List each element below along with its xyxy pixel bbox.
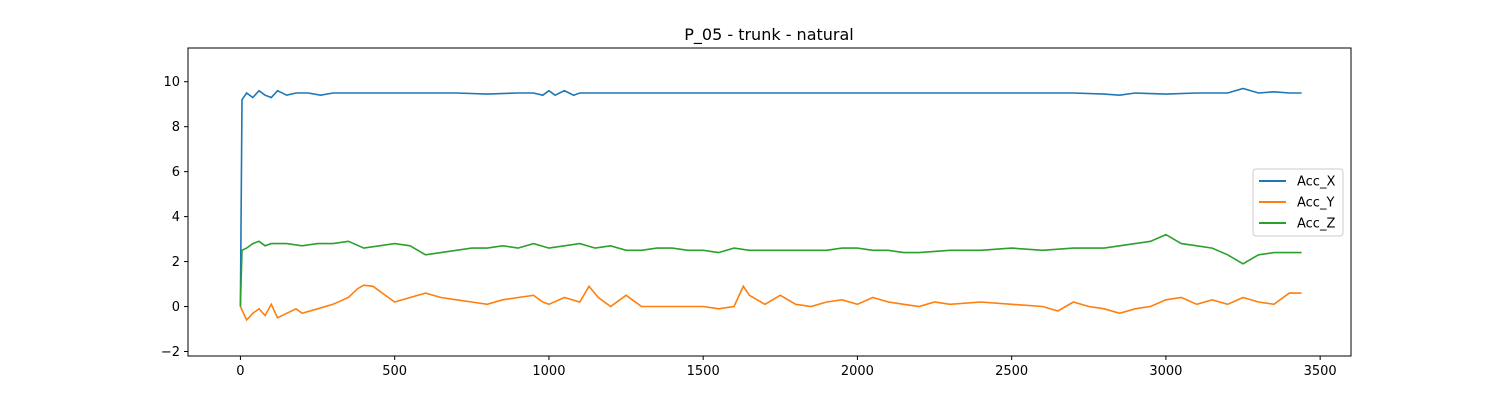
x-tick-label: 3000 <box>1149 364 1182 379</box>
y-tick-label: 2 <box>172 255 180 270</box>
x-axis: 0 500 1000 1500 2000 2500 3000 3500 <box>236 356 1337 379</box>
series-line-acc-y <box>239 284 1302 322</box>
y-tick-label: 4 <box>172 210 180 225</box>
legend: Acc_X Acc_Y Acc_Z <box>1252 168 1344 237</box>
plot-frame <box>187 47 1352 357</box>
legend-label-acc-x: Acc_X <box>1297 175 1335 190</box>
x-tick-label: 0 <box>236 364 244 379</box>
y-tick-label: −2 <box>161 345 180 360</box>
x-tick-label: 2000 <box>841 364 874 379</box>
x-tick-label: 500 <box>382 364 407 379</box>
series-line-acc-z <box>239 233 1302 307</box>
x-tick-label: 3500 <box>1304 364 1337 379</box>
legend-label-acc-y: Acc_Y <box>1297 196 1334 211</box>
chart-title: P_05 - trunk - natural <box>684 25 853 45</box>
legend-box <box>1252 168 1344 237</box>
x-tick-label: 1500 <box>687 364 720 379</box>
y-tick-label: 10 <box>163 75 180 90</box>
x-tick-label: 1000 <box>532 364 565 379</box>
y-tick-label: 0 <box>172 300 180 315</box>
legend-label-acc-z: Acc_Z <box>1297 217 1335 232</box>
y-axis: −2 0 2 4 6 8 10 <box>161 75 188 360</box>
series-line-acc-x <box>239 87 1302 307</box>
plot-series <box>239 87 1302 322</box>
x-tick-label: 2500 <box>995 364 1028 379</box>
y-tick-label: 6 <box>172 165 180 180</box>
y-tick-label: 8 <box>172 120 180 135</box>
